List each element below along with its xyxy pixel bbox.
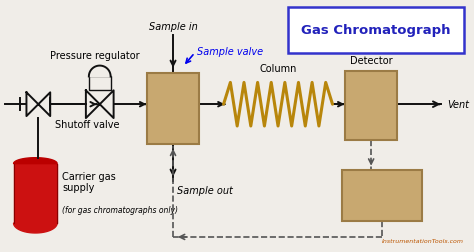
Text: Shutoff valve: Shutoff valve: [55, 119, 119, 130]
Text: Gas Chromatograph: Gas Chromatograph: [301, 24, 451, 37]
Text: Carrier gas
supply: Carrier gas supply: [62, 171, 116, 193]
Text: Pressure regulator: Pressure regulator: [50, 50, 140, 60]
FancyBboxPatch shape: [89, 77, 110, 91]
Text: Programmable
controller: Programmable controller: [346, 185, 418, 206]
Text: Detector: Detector: [350, 55, 392, 65]
Polygon shape: [14, 158, 57, 164]
Text: InstrumentationTools.com: InstrumentationTools.com: [382, 238, 464, 243]
Text: Sample in: Sample in: [149, 22, 197, 32]
Text: (for gas chromatographs only): (for gas chromatographs only): [62, 205, 178, 214]
Polygon shape: [14, 223, 57, 233]
FancyBboxPatch shape: [147, 73, 199, 144]
FancyBboxPatch shape: [342, 170, 422, 221]
Polygon shape: [89, 66, 110, 77]
FancyBboxPatch shape: [346, 71, 397, 140]
Text: Vent: Vent: [447, 100, 469, 110]
Text: Sample out: Sample out: [177, 186, 233, 196]
Text: Sample valve: Sample valve: [197, 47, 263, 56]
FancyBboxPatch shape: [288, 8, 464, 53]
Text: Column: Column: [259, 63, 297, 73]
